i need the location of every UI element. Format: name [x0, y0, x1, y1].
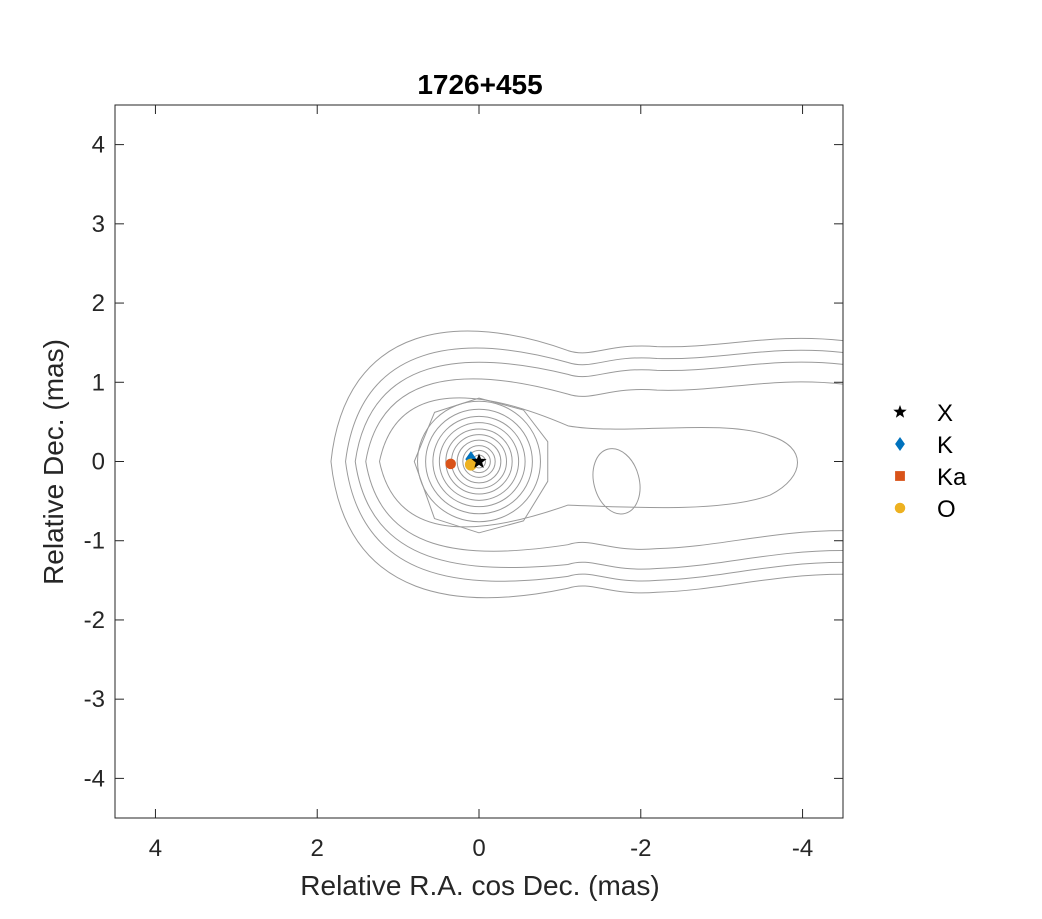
- y-axis-label: Relative Dec. (mas): [38, 339, 69, 585]
- legend-label-o: O: [937, 496, 956, 523]
- contour-jet-lower: [567, 573, 844, 594]
- legend: XK Ka O: [893, 400, 967, 523]
- x-axis-label: Relative R.A. cos Dec. (mas): [300, 870, 659, 901]
- legend-marker-x: [893, 405, 907, 418]
- contour-jet-upper: [567, 337, 844, 354]
- legend-label-x: X: [937, 400, 953, 427]
- contour-level: [330, 330, 569, 599]
- data-markers: [445, 451, 487, 471]
- chart-title: 1726+455: [417, 69, 542, 100]
- y-tick-label: 4: [92, 132, 105, 159]
- marker-ka: [445, 458, 456, 470]
- contour-knot: [592, 448, 641, 515]
- contour-jet-lower: [567, 530, 844, 550]
- contour-jet-upper: [567, 381, 844, 397]
- contour-core: [425, 408, 533, 515]
- contour-core: [445, 428, 513, 495]
- legend-marker-o: [894, 502, 906, 514]
- contour-core: [456, 439, 502, 484]
- y-tick-label: -3: [84, 686, 105, 713]
- y-tick-label: 2: [92, 290, 105, 317]
- contour-lines: [330, 330, 844, 599]
- y-tick-label: -4: [84, 765, 105, 792]
- contour-jet-lower: [567, 549, 844, 570]
- contour-level: [379, 397, 798, 528]
- y-tick-label: 3: [92, 211, 105, 238]
- x-tick-label: -4: [792, 835, 813, 862]
- contour-level: [345, 347, 569, 582]
- legend-marker-ka: [895, 471, 905, 481]
- contour-core: [438, 422, 520, 501]
- y-tick-label: 1: [92, 369, 105, 396]
- contour-core: [432, 415, 526, 508]
- x-tick-label: 4: [149, 835, 162, 862]
- contour-level: [365, 378, 569, 552]
- contour-jet-upper: [567, 349, 844, 366]
- contour-jet-upper: [567, 361, 844, 378]
- marker-x: [471, 453, 487, 468]
- contour-core: [417, 400, 541, 523]
- x-tick-label: 0: [472, 835, 485, 862]
- contour-jet-lower: [567, 561, 844, 582]
- contour-level: [354, 361, 569, 568]
- legend-marker-k: [895, 437, 905, 451]
- contour-level: [413, 397, 549, 534]
- legend-label-ka: Ka: [937, 464, 967, 491]
- x-tick-label: -2: [630, 835, 651, 862]
- y-tick-label: -1: [84, 528, 105, 555]
- legend-label-k: K: [937, 432, 953, 459]
- y-tick-label: -2: [84, 607, 105, 634]
- y-tick-label: 0: [92, 449, 105, 476]
- axes: [114, 104, 844, 819]
- x-tick-label: 2: [311, 835, 324, 862]
- tick-labels: 4 2 0 -2 -4 4 3 2 1 0 -1 -2 -3 -4: [84, 132, 814, 862]
- marker-o: [464, 458, 477, 471]
- contour-core: [462, 445, 496, 478]
